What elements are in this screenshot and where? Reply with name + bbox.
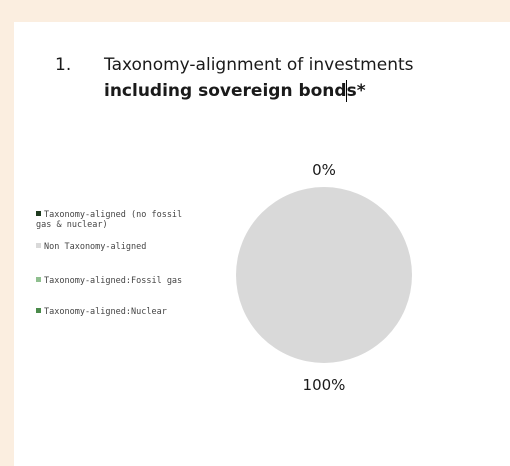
legend-label: Non Taxonomy-aligned [44,242,147,252]
legend-item-aligned: Taxonomy-aligned (no fossil gas & nuclea… [36,210,196,230]
legend-item-non-aligned: Non Taxonomy-aligned [36,242,196,252]
legend-label: Taxonomy-aligned:Nuclear [44,307,167,317]
text-cursor [346,80,347,102]
heading-subtitle: including sovereign bonds* [104,81,366,101]
data-label-bottom: 100% [303,376,346,394]
legend-swatch [36,277,41,282]
heading-number: 1. [55,55,72,75]
legend-swatch [36,211,41,216]
data-label-top: 0% [312,161,336,179]
pie-slice [236,187,412,363]
pie-slices [236,187,412,363]
legend-swatch [36,308,41,313]
legend-label: Taxonomy-aligned (no fossil gas & nuclea… [36,210,183,230]
legend-label: Taxonomy-aligned:Fossil gas [44,276,183,286]
legend-item-fossil-gas: Taxonomy-aligned:Fossil gas [36,276,196,286]
heading-title: Taxonomy-alignment of investments [104,55,414,75]
legend-swatch [36,243,41,248]
legend-item-nuclear: Taxonomy-aligned:Nuclear [36,307,196,317]
